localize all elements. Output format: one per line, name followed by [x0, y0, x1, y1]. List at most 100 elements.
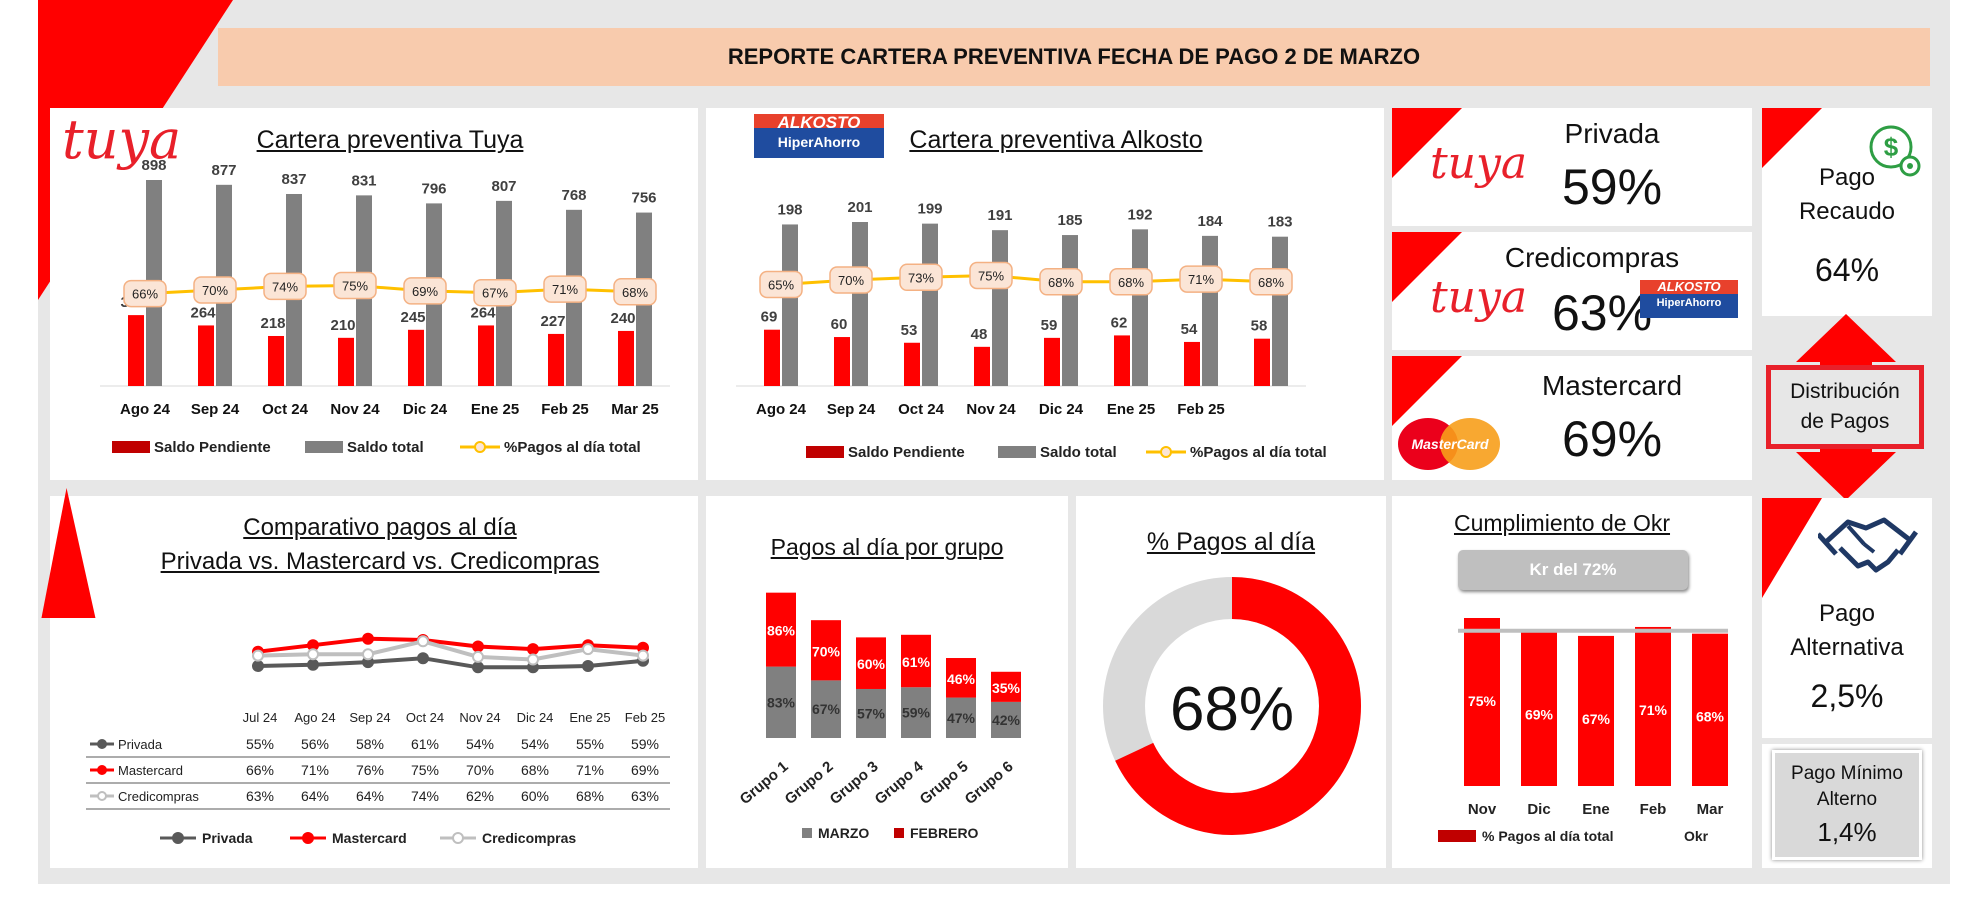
label-saldo-pendiente: 245 — [400, 309, 425, 326]
x-tick-label: Feb 25 — [1177, 401, 1225, 418]
x-tick-label: Ene 25 — [471, 401, 519, 418]
x-tick-label: Grupo 5 — [917, 758, 972, 808]
label-okr: 69% — [1525, 706, 1554, 722]
table-header: Ene 25 — [569, 710, 610, 725]
legend-marker — [303, 833, 313, 843]
label-saldo-pendiente: 48 — [971, 326, 988, 343]
donut-panel: % Pagos al día 68% — [1076, 496, 1386, 868]
table-cell: 76% — [356, 762, 384, 778]
x-tick-label: Feb — [1640, 801, 1667, 818]
table-header: Sep 24 — [349, 710, 390, 725]
bar-saldo-pendiente — [904, 343, 920, 386]
legend-marker — [453, 833, 463, 843]
pago-minimo-box: Pago Mínimo Alterno 1,4% — [1772, 750, 1922, 860]
label-saldo-pendiente: 53 — [901, 322, 918, 339]
table-cell: 58% — [356, 736, 384, 752]
table-cell: 68% — [576, 788, 604, 804]
bar-saldo-pendiente — [338, 338, 354, 386]
series-marker — [583, 644, 593, 654]
pct-label: 71% — [1188, 272, 1214, 287]
distribucion-pagos-box: Distribución de Pagos — [1766, 365, 1924, 449]
pct-label: 67% — [482, 286, 508, 301]
comparativo-line-chart: Jul 24 Ago 24 Sep 24 Oct 24 Nov 24 Dic 24 Ene … — [50, 496, 698, 868]
table-header: Feb 25 — [625, 710, 665, 725]
pago-alternativa-value: 2,5% — [1762, 678, 1932, 715]
x-tick-label: Mar — [1697, 801, 1724, 818]
legend-swatch-pendiente — [112, 441, 150, 453]
label-saldo-total: 201 — [847, 199, 872, 216]
bar-saldo-total — [992, 230, 1008, 386]
mastercard-logo-text: MasterCard — [1398, 436, 1502, 452]
bar-saldo-total — [852, 222, 868, 386]
legend-label: MARZO — [818, 825, 869, 841]
pago-recaudo-label-2: Recaudo — [1762, 198, 1932, 226]
label-saldo-total: 184 — [1197, 213, 1223, 230]
pago-recaudo-card: $ Pago Recaudo 64% — [1762, 108, 1932, 316]
label-saldo-pendiente: 60 — [831, 316, 848, 333]
pagos-donut-chart: 68% — [1076, 496, 1386, 868]
bar-saldo-total — [1062, 235, 1078, 386]
bar-saldo-pendiente — [1044, 338, 1060, 386]
legend-label: Credicompras — [482, 830, 576, 846]
kpi-privada-value: 59% — [1512, 158, 1712, 216]
table-series-marker — [98, 792, 106, 800]
label-marzo: 83% — [767, 694, 796, 710]
legend-label: %Pagos al día total — [1190, 444, 1327, 461]
label-saldo-pendiente: 210 — [330, 317, 355, 334]
table-cell: 60% — [521, 788, 549, 804]
x-tick-label: Dic 24 — [1039, 401, 1084, 418]
legend-marker — [475, 442, 485, 452]
table-header: Nov 24 — [459, 710, 500, 725]
legend-marker — [173, 833, 183, 843]
label-saldo-total: 191 — [987, 207, 1012, 224]
x-tick-label: Feb 25 — [541, 401, 589, 418]
pago-minimo-label-2: Alterno — [1775, 789, 1919, 811]
bar-saldo-pendiente — [478, 325, 494, 386]
legend-label: Privada — [202, 830, 253, 846]
pct-label: 73% — [908, 270, 934, 285]
pago-minimo-label-1: Pago Mínimo — [1775, 763, 1919, 785]
x-tick-label: Nov — [1468, 801, 1497, 818]
legend-label: Saldo total — [1040, 444, 1117, 461]
legend-label: Saldo Pendiente — [848, 444, 965, 461]
bar-saldo-pendiente — [974, 347, 990, 386]
pct-label: 65% — [768, 278, 794, 293]
legend-swatch-febrero — [894, 828, 904, 838]
table-cell: 55% — [576, 736, 604, 752]
label-febrero: 35% — [992, 680, 1021, 696]
kpi-mastercard-label: Mastercard — [1492, 370, 1732, 402]
grupos-panel: Pagos al día por grupo 83% 86% Grupo 1 67% 7… — [706, 496, 1068, 868]
x-tick-label: Grupo 2 — [782, 758, 837, 808]
pct-label: 75% — [342, 279, 368, 294]
label-okr: 68% — [1696, 709, 1725, 725]
label-saldo-total: 837 — [281, 171, 306, 188]
bar-saldo-pendiente — [128, 315, 144, 386]
series-marker — [528, 644, 538, 654]
legend-label: % Pagos al día total — [1482, 828, 1613, 844]
table-cell: 66% — [246, 762, 274, 778]
x-tick-label: Sep 24 — [191, 401, 240, 418]
label-saldo-total: 199 — [917, 201, 942, 218]
x-tick-label: Ago 24 — [120, 401, 171, 418]
series-marker — [418, 636, 428, 646]
x-tick-label: Dic 24 — [403, 401, 448, 418]
okr-bar-chart: 75%Nov69%Dic67%Ene71%Feb68%Mar% Pagos al… — [1392, 496, 1752, 868]
series-marker — [418, 653, 428, 663]
x-tick-label: Dic — [1527, 801, 1550, 818]
label-okr: 71% — [1639, 702, 1668, 718]
x-tick-label: Grupo 1 — [737, 758, 792, 808]
series-marker — [308, 660, 318, 670]
bar-saldo-pendiente — [1184, 342, 1200, 386]
series-marker — [638, 651, 648, 661]
grupos-bar-chart: 83%86%Grupo 167%70%Grupo 257%60%Grupo 35… — [706, 496, 1068, 868]
pct-label: 68% — [1048, 275, 1074, 290]
pct-label: 70% — [202, 283, 228, 298]
comparativo-panel: Comparativo pagos al día Privada vs. Mas… — [50, 496, 698, 868]
kpi-privada-label: Privada — [1512, 118, 1712, 150]
label-marzo: 67% — [812, 701, 841, 717]
table-cell: 56% — [301, 736, 329, 752]
table-cell: 71% — [301, 762, 329, 778]
label-saldo-pendiente: 218 — [260, 315, 285, 332]
label-saldo-total: 756 — [631, 190, 656, 207]
pct-label: 68% — [1118, 275, 1144, 290]
